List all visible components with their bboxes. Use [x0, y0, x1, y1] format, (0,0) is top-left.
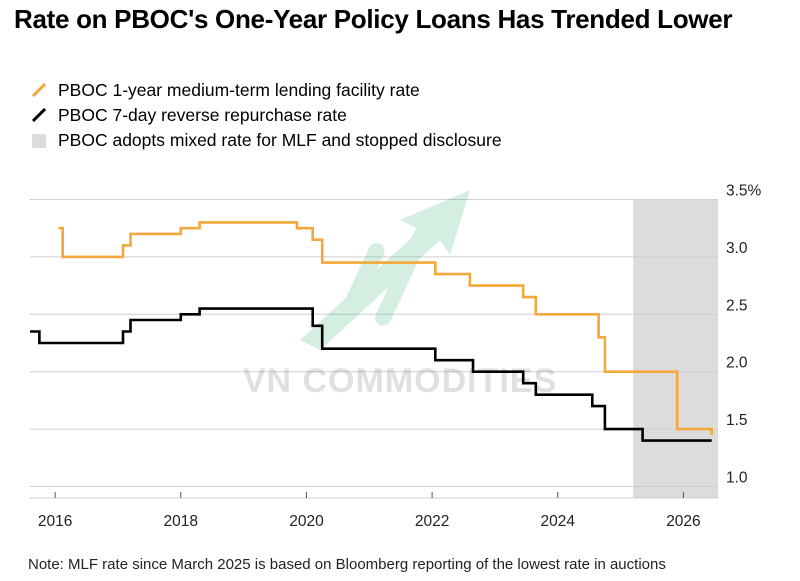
x-tick-label: 2020 — [289, 513, 324, 530]
x-tick-label: 2018 — [164, 513, 198, 530]
x-tick-label: 2016 — [38, 513, 72, 530]
legend-label-mlf: PBOC 1-year medium-term lending facility… — [58, 80, 420, 100]
watermark-text: VN COMMODITIES — [243, 362, 557, 400]
y-tick-label: 2.5 — [726, 297, 748, 314]
line-chart: 1.0 1.5 2.0 2.5 3.0 3.5% 2016 2018 2020 2022 2024 2… — [30, 182, 762, 530]
chart-title: Rate on PBOC's One-Year Policy Loans Has… — [14, 4, 733, 34]
legend-label-repo: PBOC 7-day reverse repurchase rate — [58, 105, 347, 125]
legend-item-mlf: PBOC 1-year medium-term lending facility… — [32, 78, 502, 103]
footnote: Note: MLF rate since March 2025 is based… — [28, 556, 666, 573]
shaded-region — [633, 199, 718, 498]
series-line-0 — [58, 221, 713, 435]
legend-swatch-mlf — [32, 83, 46, 97]
x-tick-label: 2026 — [666, 513, 700, 530]
watermark-arrow-icon — [300, 190, 470, 350]
legend-swatch-repo — [32, 108, 46, 122]
watermark-bar-icon — [375, 224, 431, 326]
legend-item-repo: PBOC 7-day reverse repurchase rate — [32, 103, 502, 128]
legend-swatch-repo-line — [32, 108, 46, 122]
legend-swatch-shade — [32, 134, 46, 148]
y-tick-label: 2.0 — [726, 355, 748, 372]
watermark: VN COMMODITIES — [243, 190, 557, 400]
legend-label-shade: PBOC adopts mixed rate for MLF and stopp… — [58, 130, 502, 150]
y-tick-label: 1.5 — [726, 412, 748, 429]
x-tick-label: 2024 — [541, 513, 576, 530]
y-tick-label: 3.5% — [726, 182, 762, 199]
y-tick-label: 3.0 — [726, 240, 748, 257]
series-line-1 — [30, 307, 712, 442]
legend: PBOC 1-year medium-term lending facility… — [32, 78, 502, 153]
legend-item-shade: PBOC adopts mixed rate for MLF and stopp… — [32, 128, 502, 153]
y-tick-label: 1.0 — [726, 470, 748, 487]
legend-swatch-mlf-line — [32, 83, 46, 97]
x-tick-label: 2022 — [415, 513, 449, 530]
